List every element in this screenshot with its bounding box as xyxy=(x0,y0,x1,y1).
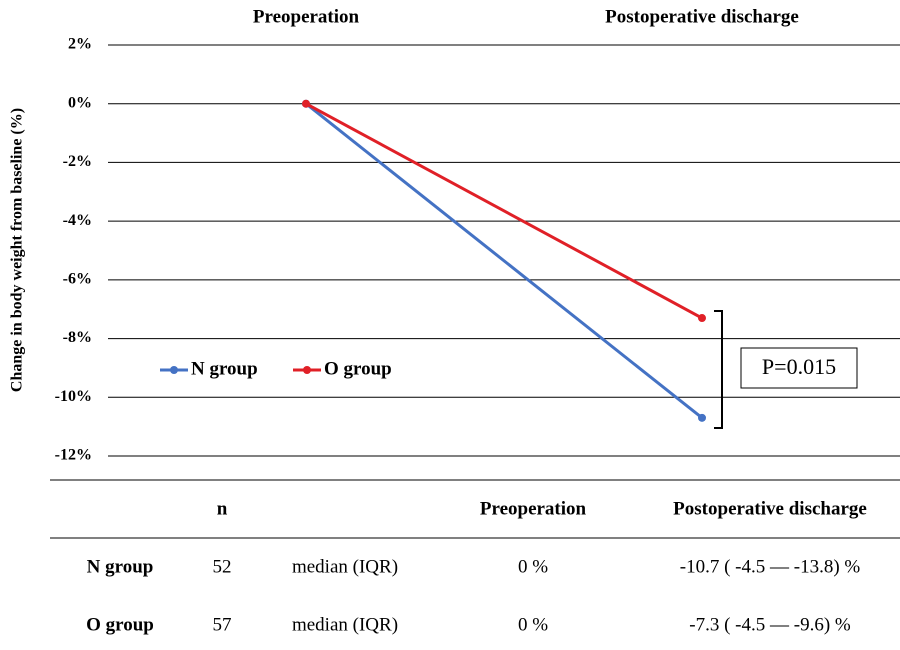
table-cell: N group xyxy=(87,556,154,577)
table-cell: -10.7 ( -4.5 — -13.8) % xyxy=(680,556,861,577)
x-tick-label: Postoperative discharge xyxy=(605,6,799,27)
table-cell: 0 % xyxy=(518,614,548,635)
annotation: P=0.015 xyxy=(762,354,836,379)
table-cell: 57 xyxy=(213,614,232,635)
line xyxy=(305,102,703,320)
y-tick-label: -12% xyxy=(55,447,92,464)
table-cell: 52 xyxy=(213,556,232,577)
point xyxy=(698,314,706,323)
y-tick-label: -10% xyxy=(55,388,92,405)
y-axis-label: Change in body weight from baseline (%) xyxy=(9,108,26,392)
table-cell: -7.3 ( -4.5 — -9.6) % xyxy=(689,614,851,635)
legend-label: N group xyxy=(191,358,258,379)
x-tick-label: Preoperation xyxy=(253,6,360,27)
annotation-box xyxy=(740,347,858,389)
point xyxy=(302,99,310,108)
table-cell: 0 % xyxy=(518,556,548,577)
legend-marker xyxy=(170,366,178,374)
y-tick-label: 2% xyxy=(68,36,92,53)
table-header: n xyxy=(217,498,228,519)
table-header: Postoperative discharge xyxy=(673,498,867,519)
table-cell: O group xyxy=(86,614,154,635)
point xyxy=(698,413,706,422)
bracket xyxy=(714,310,723,429)
y-tick-label: -6% xyxy=(63,271,92,288)
line xyxy=(305,102,703,420)
table-cell: median (IQR) xyxy=(292,614,398,635)
table-cell: median (IQR) xyxy=(292,556,398,577)
y-tick-label: -2% xyxy=(63,153,92,170)
y-tick-label: -8% xyxy=(63,329,92,346)
legend-marker xyxy=(303,366,311,374)
table-header: Preoperation xyxy=(480,498,587,519)
y-tick-label: -4% xyxy=(63,212,92,229)
legend-label: O group xyxy=(324,358,392,379)
y-tick-label: 0% xyxy=(68,94,92,111)
